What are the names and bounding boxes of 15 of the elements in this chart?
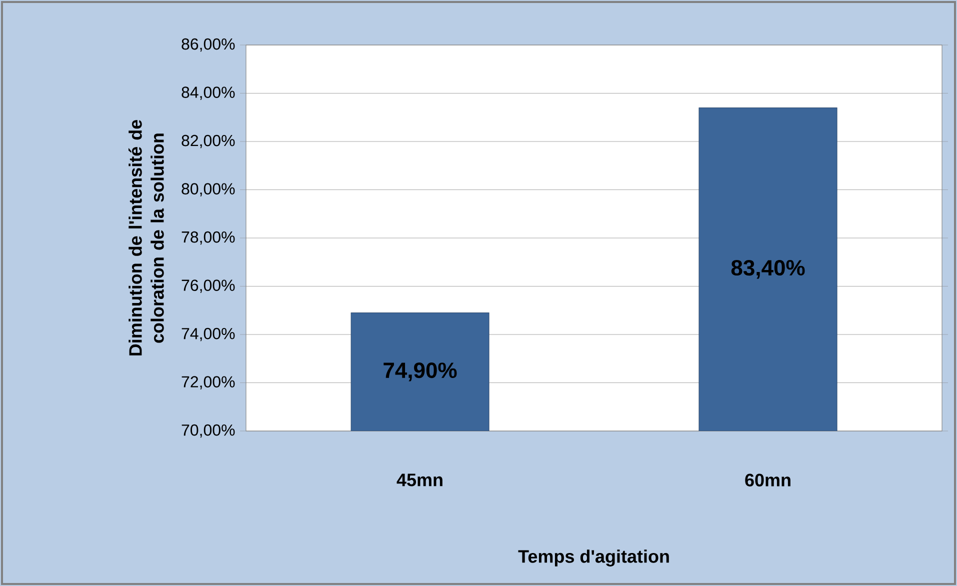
data-label: 74,90% [384,362,457,382]
x-tick-label: 60mn [745,474,790,486]
data-label: 83,40% [731,260,805,279]
x-axis-title: Temps d'agitation [518,550,669,566]
y-tick-label: 84,00% [182,86,235,100]
y-tick-label: 80,00% [182,183,235,196]
y-tick-label: 78,00% [182,231,235,245]
y-axis-title: Diminution de l'intensité de coloration de la solution [128,120,164,356]
y-tick-label: 82,00% [182,134,235,148]
y-tick-label: 74,00% [182,328,235,342]
y-tick-label: 76,00% [182,280,235,293]
y-tick-label: 86,00% [182,38,235,52]
x-tick-label: 45mn [396,474,442,486]
y-tick-label: 70,00% [182,424,235,438]
y-tick-label: 72,00% [182,376,235,390]
